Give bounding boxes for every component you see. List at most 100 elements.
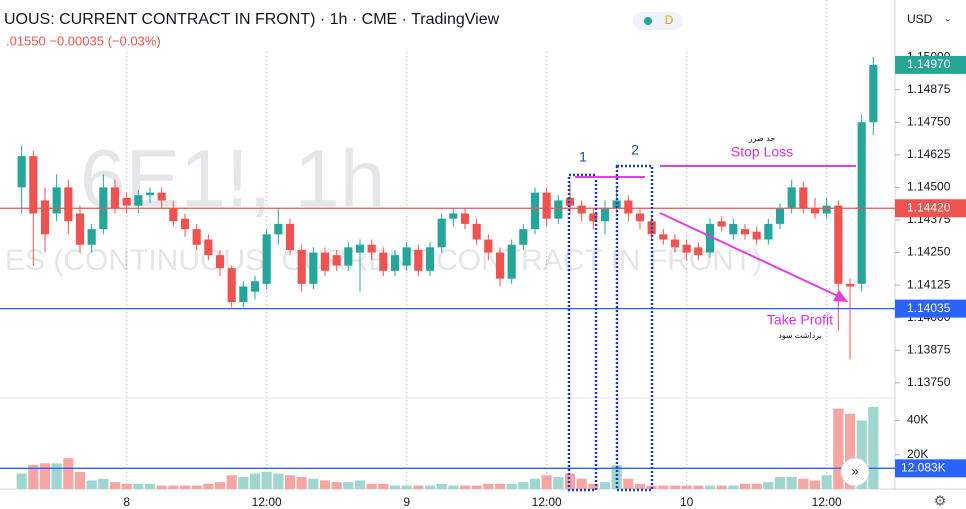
volume-bar [541, 475, 552, 489]
take-profit-fa: برداشت سود [778, 331, 822, 340]
volume-bar [179, 485, 191, 489]
candle-body [775, 208, 785, 224]
volume-bar [424, 485, 436, 489]
candle-body [694, 247, 703, 256]
watermark-group: 6E1!, 1h ES (CONTINUOUS: CURRENT CONTRAC… [5, 134, 762, 277]
candle-body [717, 221, 726, 227]
arrow-head [833, 290, 848, 302]
candle-body [740, 229, 750, 235]
candle-body [589, 213, 598, 222]
candle-body [752, 231, 761, 240]
volume-bar [611, 465, 622, 489]
volume-bar [751, 483, 762, 489]
header: UOUS: CURRENT CONTRACT IN FRONT) · 1h · … [0, 0, 952, 52]
candle-body [262, 234, 271, 284]
candle-body [530, 192, 540, 230]
volume-bar [238, 477, 249, 489]
candle-body [542, 192, 551, 219]
header-bg [0, 0, 690, 52]
volume-bar [716, 485, 727, 489]
candle-body [682, 244, 691, 253]
currency-caret[interactable]: ⌄ [944, 13, 952, 23]
scroll-button[interactable] [840, 457, 870, 487]
candle-body [822, 205, 831, 214]
candle-body [635, 213, 645, 222]
volume-bar [354, 480, 366, 489]
candle-body [612, 200, 621, 209]
volume-bar [284, 475, 296, 489]
volume-bar [856, 420, 867, 489]
volume-bar [506, 483, 517, 489]
box-1 [567, 173, 598, 492]
candle-body [845, 283, 855, 287]
candle-body [367, 244, 376, 253]
volume-bar [16, 473, 27, 489]
y-tick-label: 1.14875 [907, 82, 951, 96]
x-tick-label: 8 [123, 495, 130, 509]
y-tick-label: 1.14625 [907, 147, 951, 161]
y-tick-label: 1.14500 [907, 180, 951, 194]
change: .01550 −0.00035 (−0.03%) [6, 33, 161, 48]
candle-body [215, 255, 225, 269]
candle-body [122, 197, 131, 206]
candle-body [869, 64, 878, 123]
candle-body [402, 247, 411, 266]
volume-bar [704, 485, 716, 489]
badge: D [665, 13, 674, 27]
last-price-tag [895, 55, 966, 74]
y-tick-label: 1.14250 [907, 245, 951, 259]
volume-bar [51, 463, 62, 489]
volume-bar [273, 473, 284, 489]
candle-body [332, 255, 341, 266]
box-1-label: 1 [579, 149, 587, 165]
volume-bar [319, 480, 331, 489]
candle-body [414, 249, 423, 271]
volume-bar [378, 483, 389, 489]
candle-body [810, 208, 820, 214]
volume-tag-label: 12.083K [901, 460, 946, 474]
volume-bar [331, 482, 342, 489]
volume-bar [774, 477, 786, 489]
candle-body [519, 229, 528, 245]
stop-loss-fa: حد ضرر [748, 134, 775, 143]
annotations: 1 2 حد ضرر Stop Loss Take Profit برداشت … [567, 134, 947, 509]
price-tag [895, 299, 966, 318]
volume-bar [74, 471, 86, 489]
candle-body [659, 234, 668, 240]
volume-bar [844, 413, 856, 489]
candle-body [239, 286, 248, 303]
candle-body [17, 156, 26, 188]
candle-body [309, 252, 318, 284]
y-tick-label: 1.13875 [907, 342, 951, 356]
header-title: UOUS: CURRENT CONTRACT IN FRONT) · 1h · … [4, 11, 500, 28]
volume-bar [413, 485, 424, 489]
candle-body [344, 247, 353, 266]
volume-bar [296, 477, 307, 489]
candle-body [320, 252, 330, 271]
volume-bar [121, 483, 132, 489]
volume-bar [483, 483, 494, 489]
candle-body [390, 255, 400, 271]
candle-body [495, 252, 505, 279]
volume-bar [634, 483, 646, 489]
candle-body [799, 187, 808, 209]
volume-bar [623, 478, 634, 489]
volume-bar [599, 482, 611, 489]
y-tick-label: 1.14125 [907, 277, 951, 291]
candle-body [274, 223, 283, 235]
volume-bar [798, 478, 809, 489]
volume-bar [821, 475, 832, 489]
box-2 [615, 164, 654, 492]
candle-body [110, 187, 120, 209]
settings-icon[interactable]: ⚙ [934, 493, 947, 509]
volume-bar [588, 483, 599, 489]
candle-body [787, 187, 796, 209]
candle-body [285, 223, 295, 250]
volume-bar [448, 485, 459, 489]
volume-bar [343, 482, 354, 489]
scroll-icon[interactable]: » [851, 463, 858, 478]
candle-body [157, 192, 166, 201]
y-tick-label: 1.13750 [907, 375, 951, 389]
volume-bar [576, 478, 587, 489]
candle-body [204, 239, 213, 256]
